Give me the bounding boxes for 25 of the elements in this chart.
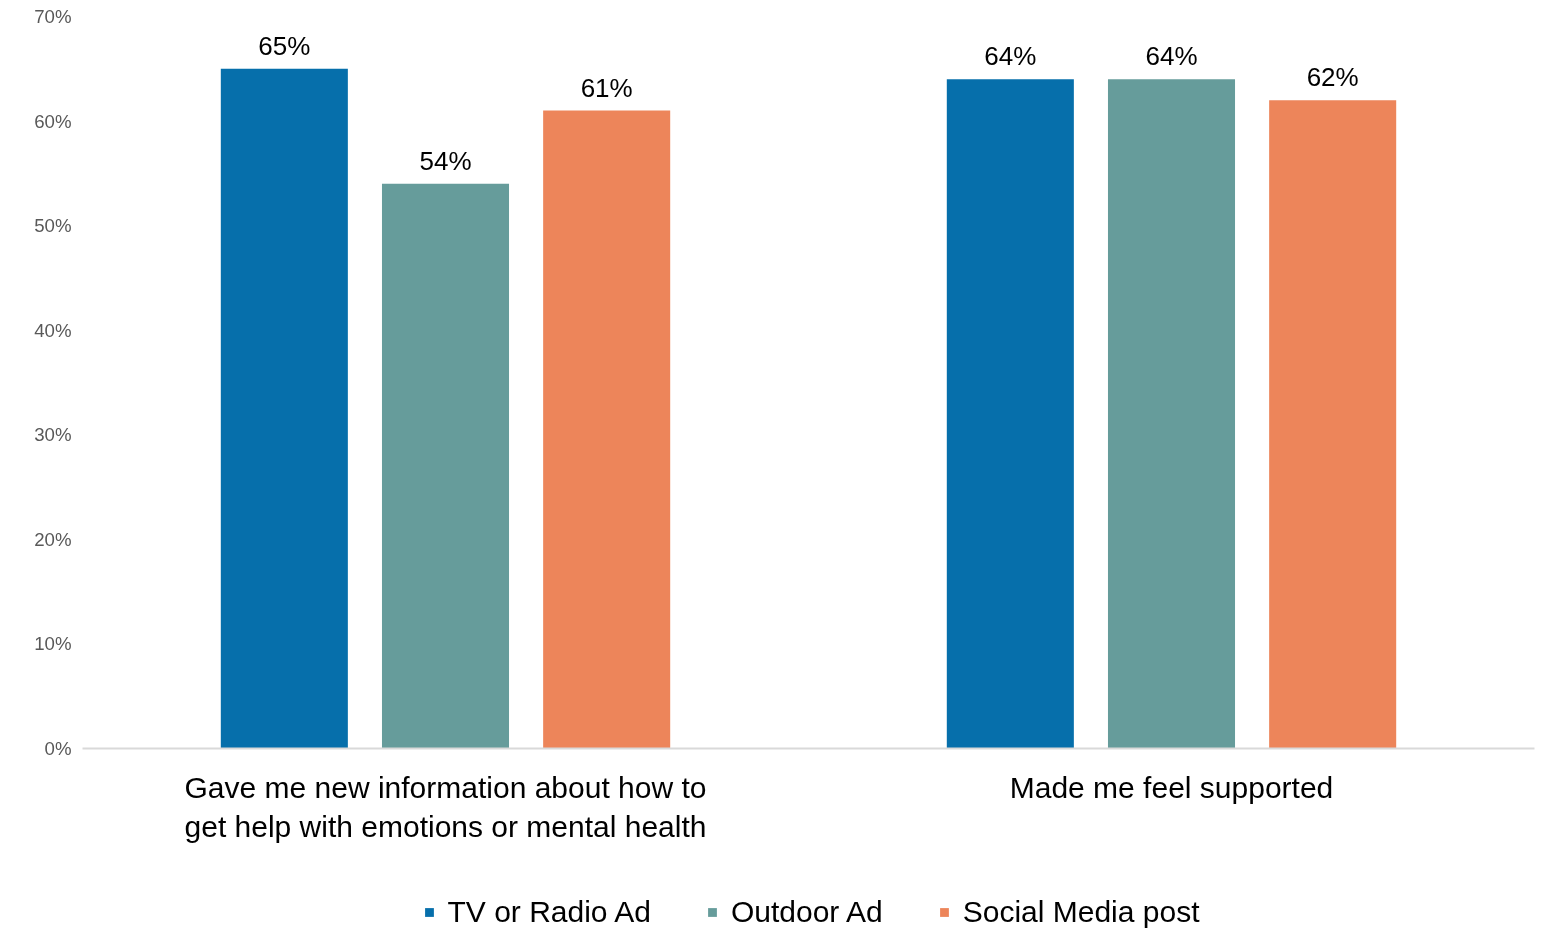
y-tick-label: 0% <box>44 738 72 759</box>
bar <box>220 68 348 749</box>
bar <box>381 183 510 749</box>
data-label: 64% <box>984 41 1037 72</box>
y-tick-label: 30% <box>34 424 72 446</box>
bar <box>1107 79 1236 749</box>
data-label: 54% <box>419 145 472 176</box>
y-tick-label: 50% <box>34 215 72 237</box>
data-label: 65% <box>258 30 311 61</box>
legend-label: TV or Radio Ad <box>447 895 651 929</box>
y-tick-label: 60% <box>34 110 72 132</box>
legend-label: Social Media post <box>962 895 1200 929</box>
y-tick-label: 10% <box>34 633 72 655</box>
bar <box>946 79 1074 749</box>
y-tick-label: 70% <box>34 6 72 27</box>
bar <box>1269 100 1397 749</box>
data-label: 64% <box>1145 41 1198 72</box>
data-label: 61% <box>580 72 633 103</box>
legend-label: Outdoor Ad <box>730 895 883 929</box>
y-tick-label: 20% <box>34 528 72 550</box>
y-tick-label: 40% <box>34 319 72 341</box>
bar <box>543 110 671 749</box>
x-tick-label: Gave me new information about how to get help with emotions or mental health <box>184 770 707 844</box>
x-tick-label: Made me feel supported <box>1009 770 1334 804</box>
data-label: 62% <box>1306 62 1359 93</box>
